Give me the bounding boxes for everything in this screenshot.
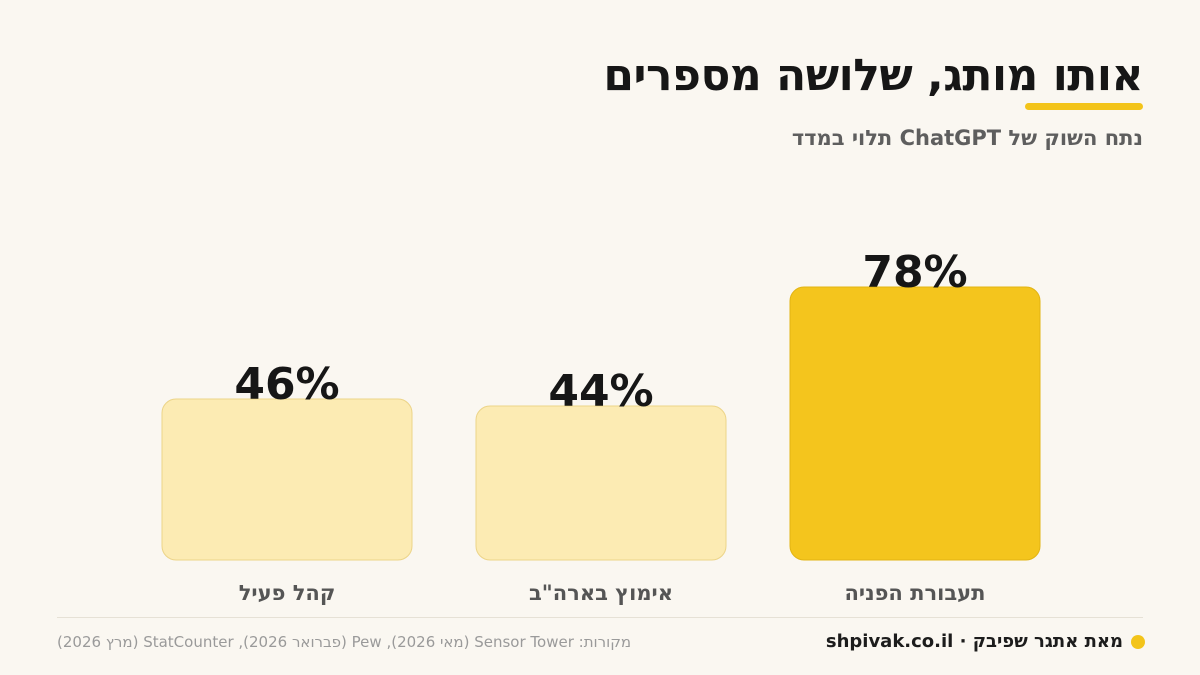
bar-value-label: 78%: [862, 247, 967, 298]
author-credit: מאת אתגר שפיבק · shpivak.co.il: [826, 631, 1145, 652]
bar: [789, 286, 1041, 561]
page-subtitle: נתח השוק של ChatGPT תלוי במדד: [791, 126, 1143, 150]
bar: [161, 398, 413, 561]
bullet-dot-icon: [1131, 634, 1145, 649]
page-title: אותו מותג, שלושה מספרים: [603, 50, 1143, 101]
sources-note: מקורות: Sensor Tower (מאי 2026), Pew (פב…: [57, 633, 632, 651]
title-underline: [1025, 103, 1143, 110]
category-label: תעבורת הפניה: [844, 581, 985, 605]
category-label: קהל פעיל: [239, 581, 336, 605]
footer-divider: [57, 617, 1143, 618]
bar-value-label: 46%: [234, 359, 339, 410]
category-label: אימוץ בארה"ב: [529, 581, 673, 605]
credit-text: מאת אתגר שפיבק · shpivak.co.il: [825, 631, 1123, 652]
bar-value-label: 44%: [548, 366, 653, 417]
bar: [475, 405, 727, 561]
